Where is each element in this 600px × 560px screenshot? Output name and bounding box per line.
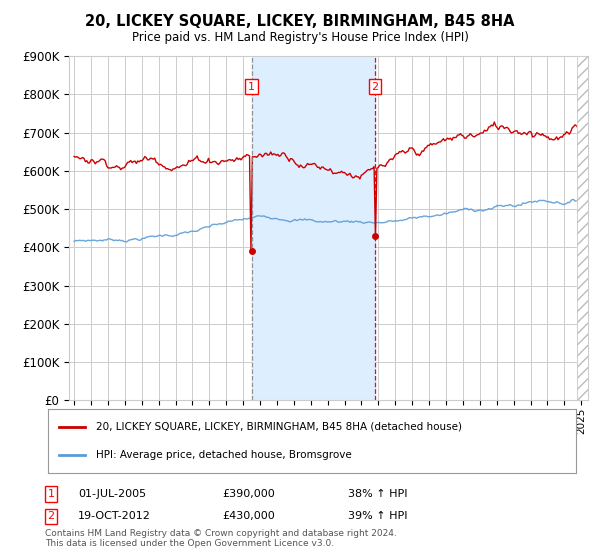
Text: 20, LICKEY SQUARE, LICKEY, BIRMINGHAM, B45 8HA (detached house): 20, LICKEY SQUARE, LICKEY, BIRMINGHAM, B… bbox=[95, 422, 461, 432]
Text: 2: 2 bbox=[371, 82, 379, 92]
Text: £390,000: £390,000 bbox=[222, 489, 275, 499]
Text: HPI: Average price, detached house, Bromsgrove: HPI: Average price, detached house, Brom… bbox=[95, 450, 351, 460]
Bar bbox=[577, 56, 596, 400]
Text: 1: 1 bbox=[248, 82, 255, 92]
Bar bbox=[577, 56, 596, 400]
Text: 01-JUL-2005: 01-JUL-2005 bbox=[78, 489, 146, 499]
Text: Contains HM Land Registry data © Crown copyright and database right 2024.
This d: Contains HM Land Registry data © Crown c… bbox=[45, 529, 397, 548]
Bar bbox=[251, 56, 375, 400]
Text: 19-OCT-2012: 19-OCT-2012 bbox=[78, 511, 151, 521]
Text: £430,000: £430,000 bbox=[222, 511, 275, 521]
Text: 1: 1 bbox=[47, 489, 55, 499]
Text: 39% ↑ HPI: 39% ↑ HPI bbox=[348, 511, 407, 521]
Text: 38% ↑ HPI: 38% ↑ HPI bbox=[348, 489, 407, 499]
Text: Price paid vs. HM Land Registry's House Price Index (HPI): Price paid vs. HM Land Registry's House … bbox=[131, 31, 469, 44]
Text: 2: 2 bbox=[47, 511, 55, 521]
Text: 20, LICKEY SQUARE, LICKEY, BIRMINGHAM, B45 8HA: 20, LICKEY SQUARE, LICKEY, BIRMINGHAM, B… bbox=[85, 14, 515, 29]
